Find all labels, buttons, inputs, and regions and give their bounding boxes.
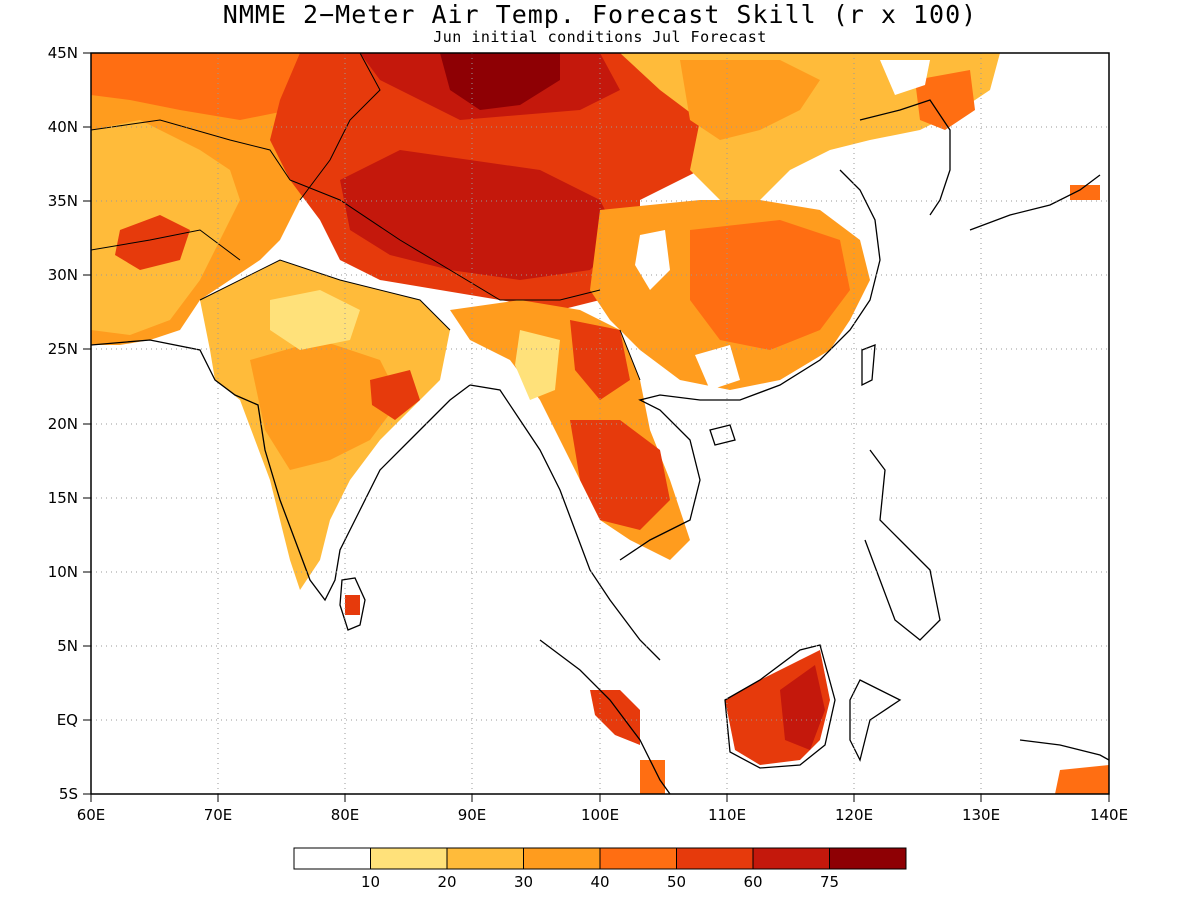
field-india-hi	[250, 340, 400, 470]
lon-tick-label: 110E	[708, 806, 746, 824]
colorbar-swatch	[446, 847, 524, 870]
field-sumatra	[590, 690, 640, 745]
coast-srilanka	[339, 577, 366, 631]
field-white-ne	[880, 60, 930, 95]
colorbar-swatch	[676, 847, 754, 870]
lat-tick-label: 40N	[48, 118, 78, 136]
coastlines	[91, 53, 1109, 794]
coast-sumatra	[539, 639, 671, 794]
lat-labels: 45N 40N 35N 30N 25N 20N 15N 10N 5N EQ 5S	[48, 44, 78, 803]
lat-tick-label: 5N	[57, 637, 78, 655]
grid	[91, 53, 1109, 794]
colorbar: 10 20 30 40 50 60 75	[293, 847, 907, 891]
chart-subtitle: Jun initial conditions Jul Forecast	[433, 28, 767, 46]
lon-tick-label: 90E	[458, 806, 487, 824]
field-myanmar-low	[515, 330, 560, 400]
lon-tick-label: 140E	[1090, 806, 1128, 824]
colorbar-swatch	[599, 847, 677, 870]
lat-tick-label: 10N	[48, 563, 78, 581]
colorbar-swatch	[829, 847, 907, 870]
colorbar-label: 60	[743, 873, 762, 891]
field-west-asia-hi	[91, 53, 320, 120]
tick-marks	[83, 52, 1110, 802]
colorbar-label: 50	[667, 873, 686, 891]
border-lines	[91, 53, 641, 381]
field-borneo-core	[780, 665, 825, 750]
lon-tick-label: 130E	[962, 806, 1000, 824]
lat-tick-label: 45N	[48, 44, 78, 62]
field-newguinea	[1055, 765, 1109, 794]
lat-tick-label: 35N	[48, 192, 78, 210]
colorbar-label: 30	[514, 873, 533, 891]
coast-sulawesi	[849, 679, 902, 762]
field-s-china-hi	[690, 220, 850, 350]
colorbar-label: 75	[820, 873, 839, 891]
colorbar-swatch	[370, 847, 448, 870]
lon-tick-label: 120E	[835, 806, 873, 824]
field-mongolia-max	[440, 53, 560, 110]
coast-newguinea	[1019, 739, 1109, 761]
field-japan	[1070, 185, 1100, 200]
lon-tick-label: 60E	[77, 806, 106, 824]
field-tibet-core	[340, 150, 620, 280]
lat-tick-label: 15N	[48, 489, 78, 507]
field-india-red	[370, 370, 420, 420]
lat-tick-label: 5S	[59, 785, 78, 803]
coast-japan	[969, 174, 1101, 231]
lon-tick-label: 100E	[581, 806, 619, 824]
colorbar-swatch	[752, 847, 830, 870]
colorbar-swatch	[293, 847, 371, 870]
colorbar-label: 20	[437, 873, 456, 891]
field-s-china-white2	[695, 345, 740, 390]
field-ne-china-hi	[680, 60, 820, 140]
lon-tick-label: 70E	[204, 806, 233, 824]
chart-title: NMME 2−Meter Air Temp. Forecast Skill (r…	[222, 0, 978, 29]
lat-tick-label: 25N	[48, 340, 78, 358]
colorbar-label: 10	[361, 873, 380, 891]
lon-tick-label: 80E	[331, 806, 360, 824]
coast-philippines	[864, 449, 941, 641]
coast-taiwan	[861, 344, 876, 387]
colorbar-label: 40	[590, 873, 609, 891]
colorbar-swatch	[523, 847, 601, 870]
coast-indochina	[469, 169, 881, 661]
coast-borneo	[724, 644, 836, 769]
field-srilanka	[345, 595, 360, 615]
lat-tick-label: 20N	[48, 415, 78, 433]
lat-tick-label: EQ	[57, 711, 78, 729]
lon-labels: 60E 70E 80E 90E 100E 110E 120E 130E 140E	[77, 806, 1128, 824]
coast-korea	[859, 99, 951, 216]
coast-india	[91, 339, 471, 602]
field-myanmar-hi	[570, 320, 630, 400]
field-west-asia-red	[115, 215, 190, 270]
field-indochina-hi	[570, 420, 670, 530]
coast-hainan	[709, 424, 736, 446]
lat-tick-label: 30N	[48, 266, 78, 284]
field-korea	[915, 70, 975, 130]
field-india-low	[270, 290, 360, 350]
